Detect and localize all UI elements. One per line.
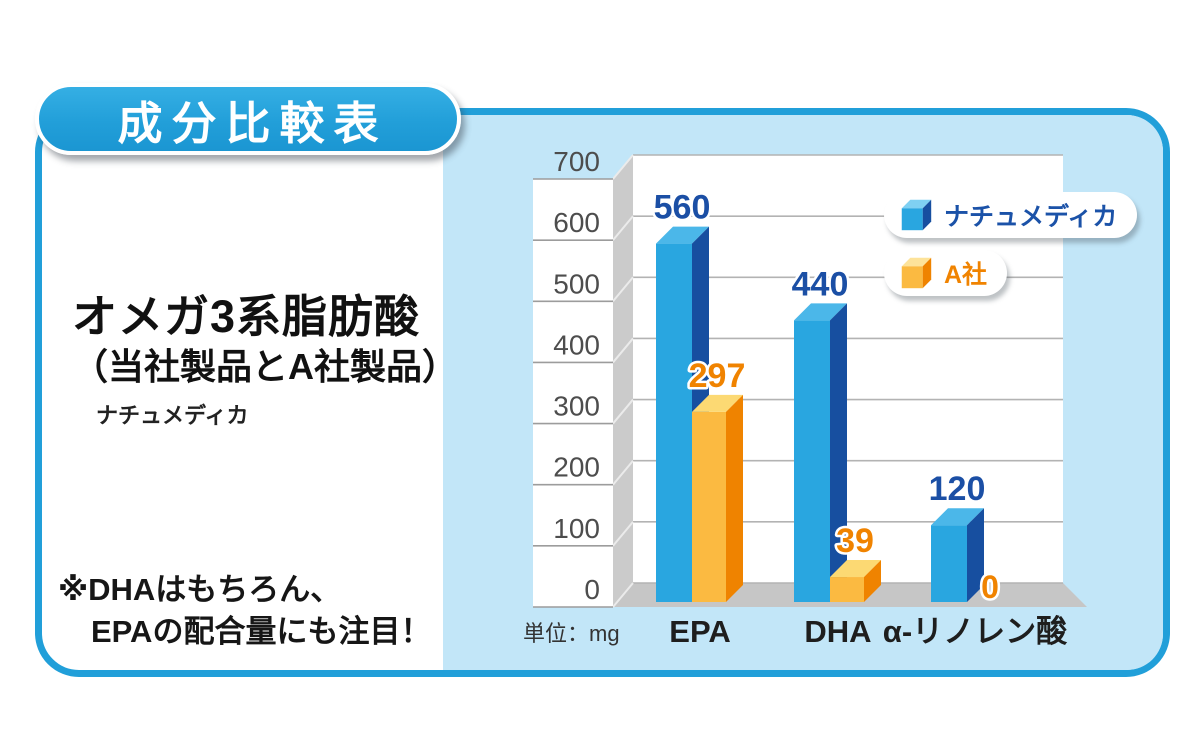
y-tick-label: 0 — [584, 574, 600, 605]
bar-front — [931, 525, 967, 602]
brand-name: ナチュメディカ — [96, 402, 249, 428]
value-label: 0 — [981, 569, 999, 605]
bar-side — [967, 508, 984, 602]
value-label: 120 — [929, 470, 986, 508]
axis-strip — [533, 179, 613, 607]
chart-heading: オメガ3系脂肪酸 （当社製品とA社製品） ナチュメディカ — [72, 291, 458, 430]
footnote: ※DHAはもちろん、 EPAの配合量にも注目！ — [58, 569, 431, 653]
y-tick-label: 500 — [553, 268, 600, 299]
blue-cube-icon — [901, 199, 932, 231]
category-label: DHA — [804, 614, 871, 649]
legend-label-natumedica: ナチュメディカ — [944, 203, 1118, 231]
wall-diagonal — [612, 337, 634, 364]
side-wall — [613, 155, 633, 607]
y-tick-label: 600 — [553, 207, 600, 238]
bar-front — [656, 243, 692, 602]
wall-diagonal — [612, 582, 634, 608]
value-label: 297 — [689, 357, 746, 395]
value-label: 440 — [792, 265, 849, 303]
value-label: 39 — [836, 522, 874, 560]
bar-front — [794, 320, 830, 602]
y-tick-label: 200 — [553, 452, 600, 483]
category-label: α-リノレン酸 — [883, 614, 1068, 649]
value-label: 560 — [654, 189, 711, 227]
title-badge: 成分比較表 — [35, 83, 461, 155]
bar-side — [830, 303, 847, 602]
wall-diagonal — [612, 521, 634, 547]
wall-diagonal — [612, 460, 634, 486]
orange-cube-icon — [901, 257, 932, 289]
wall-diagonal — [612, 154, 634, 180]
legend-item-company-a: A社 — [884, 250, 1008, 296]
bar-front — [830, 577, 864, 602]
y-tick-label: 700 — [553, 146, 600, 177]
y-tick-label: 100 — [553, 513, 600, 544]
y-tick-label: 300 — [553, 391, 600, 422]
footnote-line1: ※DHAはもちろん、 — [58, 572, 342, 607]
legend-label-company-a: A社 — [944, 261, 988, 289]
bar-chart-svg: 0 100 200 300 400 500 600 700 560 297 EPA 440 39 DHA 1… — [523, 146, 1087, 649]
wall-diagonal — [612, 276, 634, 302]
y-tick-label: 400 — [553, 329, 600, 360]
bar-top — [794, 303, 847, 321]
heading-line1: オメガ3系脂肪酸 — [72, 291, 421, 342]
page-title: 成分比較表 — [117, 97, 388, 149]
category-label: EPA — [669, 614, 730, 649]
legend-item-natumedica: ナチュメディカ — [884, 192, 1138, 238]
footnote-line2: EPAの配合量にも注目！ — [91, 613, 432, 649]
bar-front — [692, 411, 726, 602]
unit-label: 単位：mg — [523, 621, 620, 646]
wall-diagonal — [612, 215, 634, 241]
bar-top — [656, 226, 709, 244]
bar-top — [931, 508, 984, 526]
bar-side — [864, 560, 881, 602]
heading-line2: （当社製品とA社製品） — [72, 346, 458, 388]
wall-diagonal — [612, 398, 634, 425]
bar-side — [726, 394, 743, 602]
